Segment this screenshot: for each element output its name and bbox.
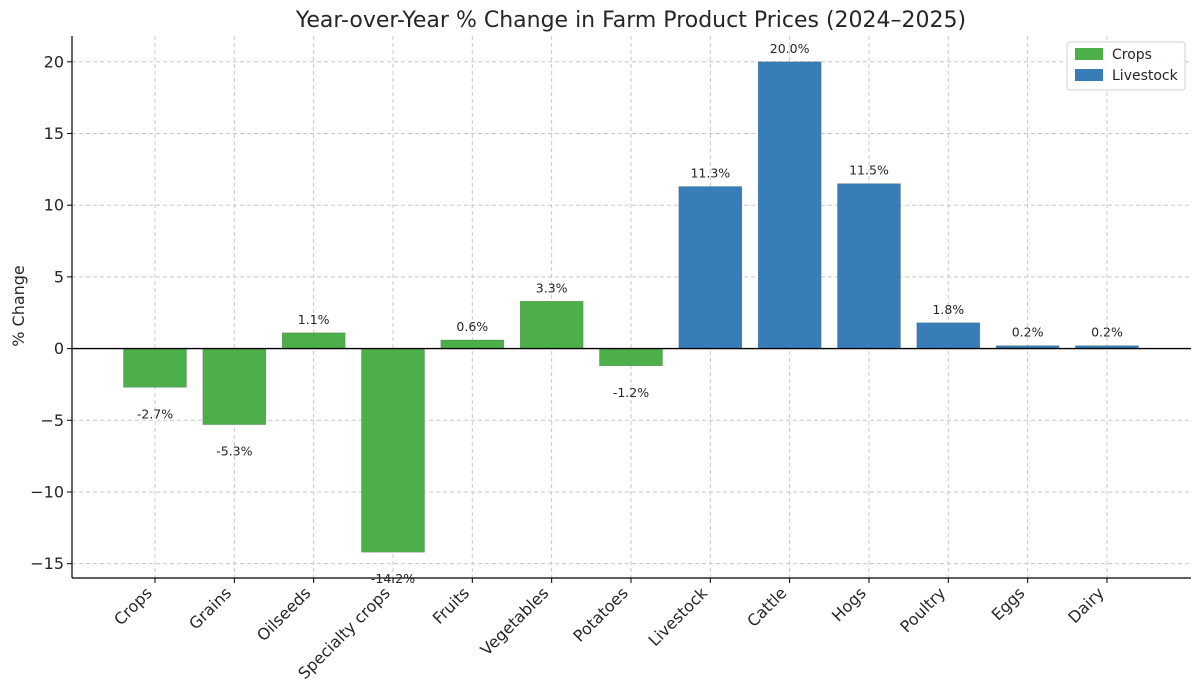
data-label: 20.0% [770,41,810,56]
bar-specialty-crops [361,348,425,553]
x-tick-label: Cattle [743,583,790,630]
data-label: 11.5% [849,163,889,178]
bar-hogs [837,183,901,349]
bar-grains [202,348,267,425]
bar-potatoes [599,348,663,367]
x-tick-label: Poultry [896,583,949,636]
y-tick-label: 10 [44,196,64,215]
y-tick-label: 20 [44,52,64,71]
bar-vegetables [519,300,584,349]
x-tick-label: Oilseeds [253,583,315,645]
y-tick-label: −15 [30,554,64,573]
legend-swatch-livestock [1075,69,1103,81]
data-label: 0.2% [1091,325,1123,340]
legend-label-crops: Crops [1112,47,1152,63]
data-label: -1.2% [613,385,649,400]
bar-cattle [757,61,822,349]
data-label: -14.2% [371,571,415,586]
chart-title: Year-over-Year % Change in Farm Product … [295,8,966,33]
y-tick-label: 15 [44,124,64,143]
x-tick-label: Dairy [1064,583,1108,627]
data-label: 1.1% [298,312,330,327]
bar-oilseeds [281,332,346,349]
x-tick-label: Crops [110,583,156,629]
y-axis-label: % Change [9,265,28,347]
bar-livestock [678,186,743,349]
grid-layer [72,36,1191,578]
data-label: 3.3% [536,280,568,295]
y-tick-label: 0 [54,339,64,358]
y-tick-label: 5 [54,267,64,286]
legend: Crops Livestock [1066,41,1186,91]
x-tick-label: Grains [185,583,235,633]
x-tick-label: Vegetables [477,583,553,659]
x-tick-label: Eggs [988,583,1029,624]
x-tick-label: Hogs [828,583,870,625]
labels-layer: −15 −10 −5 0 5 10 15 20 -2.7% Crops -5.3% Grains 1.1… [30,41,1123,683]
data-label: 11.3% [690,166,730,181]
axes-layer [67,36,1191,583]
x-tick-label: Fruits [429,583,473,627]
bar-crops [123,348,187,388]
data-label: -2.7% [137,406,173,421]
bars-layer [123,61,1139,553]
data-label: 1.8% [932,302,964,317]
bar-fruits [440,339,505,349]
legend-swatch-crops [1075,48,1103,60]
x-tick-label: Potatoes [569,583,631,645]
data-label: -5.3% [216,444,252,459]
data-label: 0.6% [456,319,488,334]
y-tick-label: −10 [30,482,64,501]
data-label: 0.2% [1012,325,1044,340]
bar-poultry [916,322,981,349]
x-tick-label: Livestock [645,583,712,650]
y-tick-label: −5 [40,411,64,430]
legend-label-livestock: Livestock [1112,68,1179,84]
